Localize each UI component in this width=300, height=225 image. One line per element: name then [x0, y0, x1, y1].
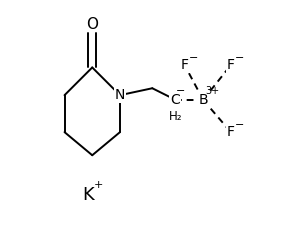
- Text: O: O: [86, 17, 98, 32]
- Text: F: F: [181, 58, 189, 72]
- Text: B: B: [198, 93, 208, 107]
- Text: C: C: [170, 93, 180, 107]
- Text: F: F: [227, 58, 235, 72]
- Text: −: −: [189, 53, 198, 63]
- Text: N: N: [115, 88, 125, 102]
- Text: K: K: [82, 185, 94, 203]
- Text: 3+: 3+: [206, 86, 220, 96]
- Text: H₂: H₂: [169, 110, 182, 123]
- Text: F: F: [227, 125, 235, 139]
- Text: −: −: [176, 86, 185, 96]
- Text: −: −: [235, 53, 244, 63]
- Text: −: −: [235, 120, 244, 130]
- Text: +: +: [94, 180, 104, 190]
